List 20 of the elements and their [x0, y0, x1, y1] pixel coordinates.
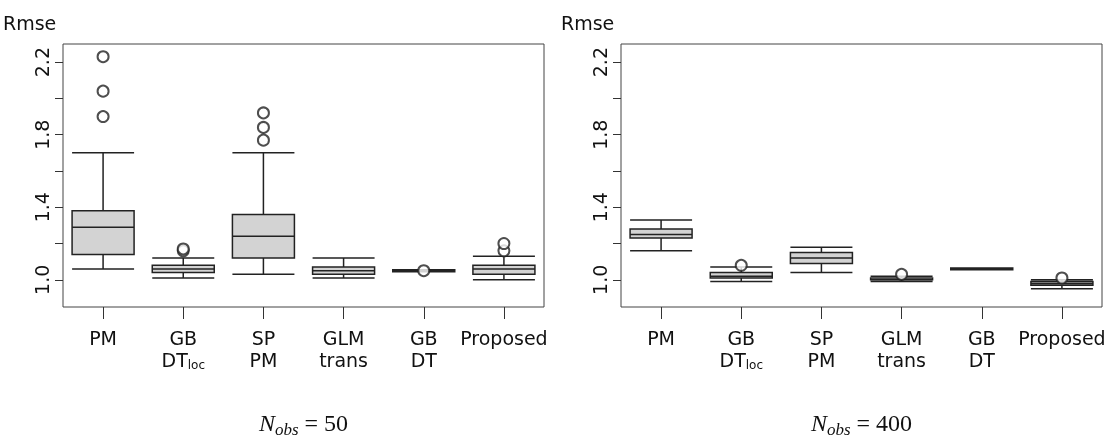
x-tick-label: PM — [89, 327, 118, 349]
x-tick-label: PM — [647, 327, 676, 349]
x-tick-label: GB DT — [967, 327, 996, 371]
y-tick-label: 2.2 — [588, 47, 611, 78]
y-tick-label: 1.8 — [588, 119, 611, 150]
y-tick-label: 1.0 — [588, 264, 611, 295]
y-tick-label: 2.2 — [30, 47, 53, 78]
x-tick-label: Proposed — [1018, 327, 1106, 349]
x-tick-label: GB DT — [409, 327, 438, 371]
x-tick-label: SP PM — [807, 327, 836, 371]
x-tick-label: GLM trans — [877, 327, 927, 371]
y-axis-title: Rmse — [561, 11, 615, 34]
y-axis-title: Rmse — [3, 11, 57, 34]
y-tick-label: 1.0 — [30, 264, 53, 295]
y-tick-label: 1.4 — [588, 192, 611, 223]
x-tick-label: Proposed — [460, 327, 548, 349]
x-tick-label: SP PM — [249, 327, 278, 371]
y-tick-label: 1.4 — [30, 192, 53, 223]
y-tick-label: 1.8 — [30, 119, 53, 150]
x-tick-label: GLM trans — [319, 327, 369, 371]
